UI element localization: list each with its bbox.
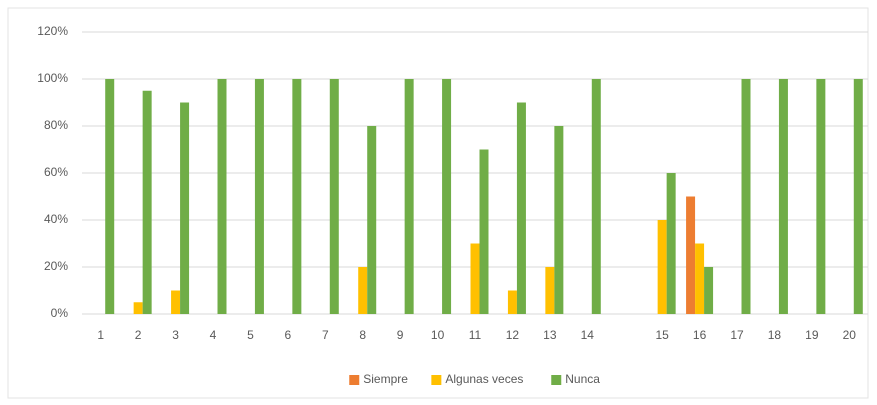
y-tick-label: 40% xyxy=(44,212,68,226)
y-tick-label: 60% xyxy=(44,165,68,179)
bar xyxy=(329,79,339,314)
bar xyxy=(545,267,555,314)
x-tick-label: 12 xyxy=(506,328,520,342)
bar xyxy=(657,220,667,314)
x-tick-label: 18 xyxy=(768,328,782,342)
bar xyxy=(180,102,190,314)
bar xyxy=(591,79,601,314)
x-tick-label: 19 xyxy=(805,328,819,342)
y-tick-label: 20% xyxy=(44,259,68,273)
y-tick-label: 0% xyxy=(51,306,69,320)
bar xyxy=(554,126,564,314)
bar xyxy=(507,290,517,314)
x-tick-label: 17 xyxy=(730,328,744,342)
x-tick-label: 10 xyxy=(431,328,445,342)
bar xyxy=(816,79,826,314)
legend-swatch xyxy=(551,375,562,385)
bar xyxy=(704,267,714,314)
x-tick-label: 8 xyxy=(359,328,366,342)
bar xyxy=(105,79,115,314)
bar xyxy=(142,90,152,314)
legend-label: Nunca xyxy=(565,372,600,386)
bar xyxy=(217,79,227,314)
bar xyxy=(254,79,264,314)
bar xyxy=(470,243,480,314)
bar xyxy=(442,79,452,314)
x-tick-label: 16 xyxy=(693,328,707,342)
legend-label: Siempre xyxy=(363,372,408,386)
bar xyxy=(741,79,751,314)
bar xyxy=(695,243,705,314)
bar xyxy=(367,126,377,314)
x-tick-label: 15 xyxy=(655,328,669,342)
x-tick-label: 7 xyxy=(322,328,329,342)
x-tick-label: 14 xyxy=(581,328,595,342)
bar xyxy=(778,79,788,314)
x-tick-label: 11 xyxy=(469,328,482,342)
x-tick-label: 6 xyxy=(285,328,292,342)
legend-swatch xyxy=(349,375,360,385)
bar xyxy=(404,79,414,314)
x-tick-label: 13 xyxy=(543,328,557,342)
bar xyxy=(358,267,368,314)
y-tick-label: 100% xyxy=(37,71,68,85)
legend-label: Algunas veces xyxy=(445,372,523,386)
x-tick-label: 5 xyxy=(247,328,254,342)
bar xyxy=(666,173,676,314)
bar xyxy=(292,79,302,314)
bar xyxy=(133,302,143,314)
y-tick-label: 80% xyxy=(44,118,68,132)
x-tick-label: 3 xyxy=(172,328,179,342)
y-tick-label: 120% xyxy=(37,24,68,38)
bar xyxy=(479,149,489,314)
bar xyxy=(171,290,181,314)
x-tick-label: 20 xyxy=(843,328,857,342)
x-tick-label: 4 xyxy=(210,328,217,342)
bar xyxy=(686,196,696,314)
x-tick-label: 1 xyxy=(97,328,104,342)
bar xyxy=(853,79,863,314)
x-tick-label: 2 xyxy=(135,328,142,342)
x-tick-label: 9 xyxy=(397,328,404,342)
bar xyxy=(516,102,526,314)
legend-swatch xyxy=(431,375,442,385)
